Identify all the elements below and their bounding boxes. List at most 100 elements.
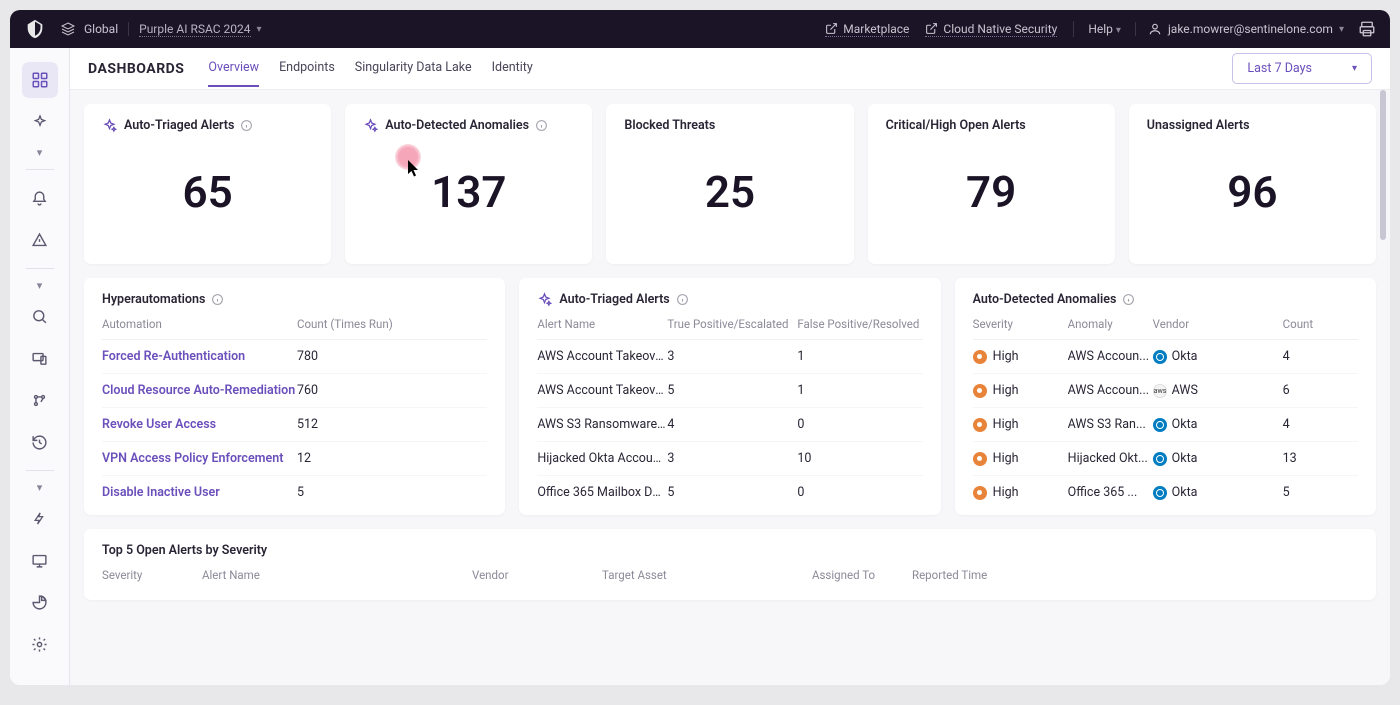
table-row[interactable]: Office 365 Mailbox Da...50 bbox=[537, 476, 922, 509]
severity-icon bbox=[973, 350, 987, 364]
cell: 760 bbox=[297, 383, 487, 398]
table-row[interactable]: Forced Re-Authentication780 bbox=[102, 340, 487, 374]
chevron-down-icon[interactable]: ▾ bbox=[37, 146, 43, 159]
col-header: Count bbox=[1283, 317, 1358, 331]
cell: AWS Account Takeove... bbox=[537, 349, 667, 364]
col-header: Assigned To bbox=[812, 568, 912, 582]
table-row[interactable]: AWS Account Takeove...31 bbox=[537, 340, 922, 374]
cell: Okta bbox=[1153, 451, 1283, 466]
table-row[interactable]: HighAWS Accoun...awsAWS6 bbox=[973, 374, 1358, 408]
user-menu[interactable]: jake.mowrer@sentinelone.com ▾ bbox=[1135, 22, 1344, 36]
card-title: Top 5 Open Alerts by Severity bbox=[102, 543, 267, 558]
scrollbar[interactable] bbox=[1380, 90, 1386, 240]
sidebar-alerts[interactable] bbox=[22, 180, 58, 216]
cell: 12 bbox=[297, 451, 487, 466]
kpi-value: 79 bbox=[886, 133, 1097, 250]
table-row[interactable]: AWS S3 Ransomware ...40 bbox=[537, 408, 922, 442]
table-row[interactable]: HighAWS Accoun...Okta4 bbox=[973, 340, 1358, 374]
kpi-card[interactable]: Critical/High Open Alerts79 bbox=[868, 104, 1115, 264]
card-title: Auto-Detected Anomalies bbox=[973, 292, 1117, 307]
info-icon[interactable] bbox=[240, 119, 253, 132]
col-header: Reported Time bbox=[912, 568, 1358, 582]
cell: Okta bbox=[1153, 485, 1283, 500]
sparkle-icon bbox=[102, 118, 117, 133]
cell: 4 bbox=[1283, 417, 1358, 432]
automation-link[interactable]: Forced Re-Authentication bbox=[102, 349, 297, 364]
cell: AWS Account Takeove... bbox=[537, 383, 667, 398]
kpi-title: Blocked Threats bbox=[624, 118, 715, 133]
marketplace-link[interactable]: Marketplace bbox=[825, 22, 909, 37]
sidebar-endpoints[interactable] bbox=[22, 542, 58, 578]
automation-link[interactable]: Disable Inactive User bbox=[102, 485, 297, 500]
cell: 5 bbox=[1283, 485, 1358, 500]
kpi-card[interactable]: Blocked Threats25 bbox=[606, 104, 853, 264]
table-row[interactable]: VPN Access Policy Enforcement12 bbox=[102, 442, 487, 476]
cloud-native-link[interactable]: Cloud Native Security bbox=[925, 22, 1057, 37]
info-icon[interactable] bbox=[1122, 293, 1135, 306]
chevron-down-icon[interactable]: ▾ bbox=[37, 279, 43, 292]
user-email: jake.mowrer@sentinelone.com bbox=[1168, 22, 1333, 36]
cell: awsAWS bbox=[1153, 383, 1283, 398]
okta-icon bbox=[1153, 418, 1167, 432]
sidebar-dashboards[interactable] bbox=[22, 62, 58, 98]
sidebar-automation[interactable] bbox=[22, 382, 58, 418]
col-header: Severity bbox=[102, 568, 202, 582]
sidebar-devices[interactable] bbox=[22, 340, 58, 376]
col-header: Severity bbox=[973, 317, 1068, 331]
scope-label[interactable]: Global bbox=[84, 22, 129, 36]
cell: 1 bbox=[797, 349, 922, 364]
tab-endpoints[interactable]: Endpoints bbox=[279, 50, 335, 87]
cell: 5 bbox=[667, 383, 797, 398]
col-header: Alert Name bbox=[537, 317, 667, 331]
automation-link[interactable]: Cloud Resource Auto-Remediation bbox=[102, 383, 297, 398]
cell: Okta bbox=[1153, 349, 1283, 364]
chevron-down-icon[interactable]: ▾ bbox=[257, 24, 262, 35]
tab-data-lake[interactable]: Singularity Data Lake bbox=[355, 50, 472, 87]
sidebar-activity[interactable] bbox=[22, 500, 58, 536]
table-row[interactable]: HighAWS S3 Ran...Okta4 bbox=[973, 408, 1358, 442]
sidebar-reports[interactable] bbox=[22, 584, 58, 620]
sidebar-history[interactable] bbox=[22, 424, 58, 460]
tabbar: DASHBOARDS Overview Endpoints Singularit… bbox=[70, 48, 1390, 90]
triaged-alerts-card: Auto-Triaged Alerts Alert Name True Posi… bbox=[519, 278, 940, 515]
info-icon[interactable] bbox=[211, 293, 224, 306]
cell: 5 bbox=[297, 485, 487, 500]
table-row[interactable]: Revoke User Access512 bbox=[102, 408, 487, 442]
sidebar-search[interactable] bbox=[22, 298, 58, 334]
info-icon[interactable] bbox=[676, 293, 689, 306]
table-row[interactable]: HighOffice 365 ...Okta5 bbox=[973, 476, 1358, 509]
cell: Hijacked Okta Account... bbox=[537, 451, 667, 466]
sparkle-icon bbox=[363, 118, 378, 133]
sidebar-ai[interactable] bbox=[22, 104, 58, 140]
kpi-card[interactable]: Unassigned Alerts96 bbox=[1129, 104, 1376, 264]
automation-link[interactable]: VPN Access Policy Enforcement bbox=[102, 451, 297, 466]
tab-identity[interactable]: Identity bbox=[492, 50, 533, 87]
tab-overview[interactable]: Overview bbox=[208, 50, 259, 87]
info-icon[interactable] bbox=[535, 119, 548, 132]
table-row[interactable]: AWS Account Takeove...51 bbox=[537, 374, 922, 408]
sidebar-threats[interactable] bbox=[22, 222, 58, 258]
table-row[interactable]: Cloud Resource Auto-Remediation760 bbox=[102, 374, 487, 408]
printer-icon[interactable] bbox=[1358, 20, 1376, 38]
kpi-value: 137 bbox=[363, 133, 574, 250]
help-menu[interactable]: Help ▾ bbox=[1088, 22, 1121, 36]
cell: High bbox=[973, 485, 1068, 500]
kpi-value: 65 bbox=[102, 133, 313, 250]
content-area: Auto-Triaged Alerts65Auto-Detected Anoma… bbox=[70, 90, 1390, 685]
col-header: True Positive/Escalated bbox=[667, 317, 797, 331]
chevron-down-icon[interactable]: ▾ bbox=[37, 481, 43, 494]
col-header: Automation bbox=[102, 317, 297, 331]
date-range-select[interactable]: Last 7 Days ▾ bbox=[1232, 53, 1372, 84]
kpi-card[interactable]: Auto-Triaged Alerts65 bbox=[84, 104, 331, 264]
project-link[interactable]: Purple AI RSAC 2024 bbox=[139, 22, 250, 37]
table-row[interactable]: Disable Inactive User5 bbox=[102, 476, 487, 509]
kpi-card[interactable]: Auto-Detected Anomalies137 bbox=[345, 104, 592, 264]
page-title: DASHBOARDS bbox=[88, 61, 184, 77]
okta-icon bbox=[1153, 350, 1167, 364]
sidebar-settings[interactable] bbox=[22, 626, 58, 662]
col-header: Anomaly bbox=[1068, 317, 1153, 331]
automation-link[interactable]: Revoke User Access bbox=[102, 417, 297, 432]
table-row[interactable]: Hijacked Okta Account...310 bbox=[537, 442, 922, 476]
stack-icon[interactable] bbox=[60, 21, 76, 37]
table-row[interactable]: HighHijacked Okt...Okta13 bbox=[973, 442, 1358, 476]
